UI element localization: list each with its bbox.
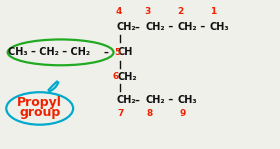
Text: –: – (165, 22, 176, 32)
Text: group: group (19, 106, 60, 119)
Text: CH₂: CH₂ (118, 72, 137, 82)
Text: 1: 1 (210, 7, 216, 15)
Text: 6: 6 (112, 72, 118, 81)
Text: –: – (165, 95, 176, 105)
Text: CH₂: CH₂ (146, 95, 165, 105)
Text: Propyl: Propyl (17, 96, 62, 109)
Text: CH: CH (118, 47, 133, 57)
Text: CH₂: CH₂ (178, 22, 197, 32)
Text: CH₂: CH₂ (146, 22, 165, 32)
Text: CH₂: CH₂ (116, 95, 136, 105)
Text: 9: 9 (179, 109, 185, 118)
Text: 3: 3 (145, 7, 151, 15)
Text: –: – (104, 47, 109, 57)
Text: –: – (197, 22, 208, 32)
Text: 7: 7 (118, 109, 124, 118)
Text: –: – (134, 95, 139, 105)
Text: CH₂: CH₂ (116, 22, 136, 32)
Text: CH₃: CH₃ (210, 22, 229, 32)
Text: –: – (134, 22, 139, 32)
Text: 4: 4 (115, 7, 122, 15)
Text: 8: 8 (147, 109, 153, 118)
Text: CH₃: CH₃ (178, 95, 197, 105)
Text: 2: 2 (177, 7, 183, 15)
Text: 5: 5 (114, 48, 121, 57)
Text: CH₃ – CH₂ – CH₂: CH₃ – CH₂ – CH₂ (8, 47, 90, 57)
